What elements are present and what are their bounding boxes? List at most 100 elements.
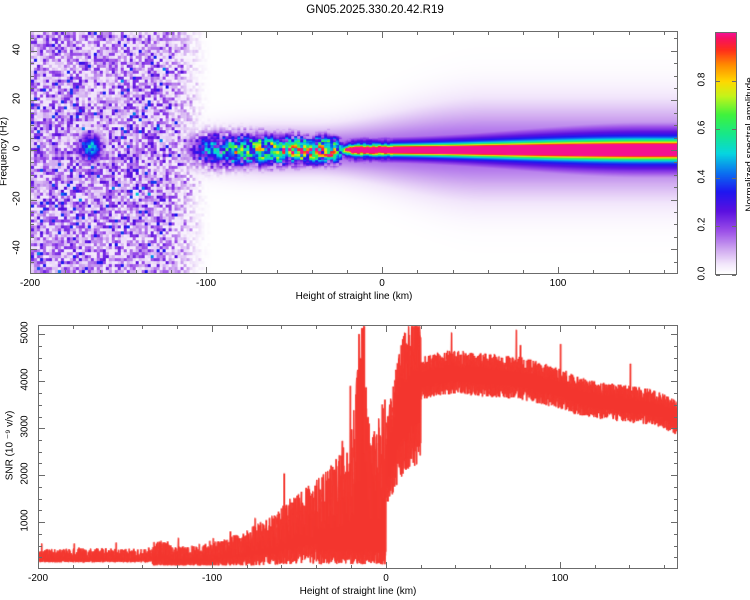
- tick-mark: [206, 267, 208, 273]
- tick-mark: [671, 249, 677, 251]
- tick-mark: [525, 564, 526, 568]
- tick-mark: [455, 326, 456, 330]
- tick-mark: [453, 32, 454, 36]
- tick-mark: [73, 564, 74, 568]
- tick-mark: [673, 224, 677, 225]
- tick-mark: [171, 269, 172, 273]
- tick-mark: [673, 63, 677, 64]
- tick-mark: [136, 269, 137, 273]
- tick-mark: [716, 178, 720, 180]
- tick-mark: [351, 326, 352, 330]
- tick-mark: [281, 326, 282, 330]
- tick-mark: [212, 326, 214, 332]
- tick-mark: [39, 475, 45, 477]
- tick-mark: [732, 275, 736, 277]
- tick-mark: [39, 510, 43, 511]
- tick-mark: [347, 269, 348, 273]
- tick-label: 100: [551, 573, 569, 584]
- tick-label: 0.6: [696, 120, 708, 135]
- tick-mark: [39, 334, 45, 336]
- tick-mark: [39, 452, 43, 453]
- tick-mark: [673, 358, 677, 359]
- tick-label: 0.4: [696, 169, 708, 184]
- tick-mark: [31, 113, 35, 114]
- tick-mark: [673, 138, 677, 139]
- tick-mark: [523, 269, 524, 273]
- tick-mark: [671, 381, 677, 383]
- tick-mark: [673, 534, 677, 535]
- tick-mark: [31, 249, 37, 251]
- tick-mark: [31, 38, 35, 39]
- tick-mark: [108, 326, 109, 330]
- tick-label: 3000: [19, 415, 31, 438]
- tick-mark: [386, 562, 388, 568]
- tick-mark: [629, 32, 630, 36]
- tick-mark: [31, 51, 37, 53]
- tick-mark: [629, 269, 630, 273]
- tick-mark: [312, 32, 313, 36]
- tick-label: -40: [11, 240, 23, 255]
- tick-mark: [453, 269, 454, 273]
- tick-mark: [31, 76, 35, 77]
- tick-mark: [31, 63, 35, 64]
- tick-mark: [732, 178, 736, 180]
- tick-mark: [673, 162, 677, 163]
- figure-title: GN05.2025.330.20.42.R19: [306, 4, 444, 16]
- colorbar-swatch: [715, 32, 737, 275]
- tick-mark: [560, 562, 562, 568]
- tick-mark: [673, 38, 677, 39]
- tick-label: -100: [201, 573, 222, 584]
- tick-mark: [671, 428, 677, 430]
- tick-label: 0: [11, 145, 23, 152]
- spectrogram-plot-area: [30, 31, 678, 274]
- tick-label: 20: [11, 92, 23, 105]
- tick-mark: [673, 113, 677, 114]
- tick-label: 0: [383, 573, 389, 584]
- tick-mark: [100, 32, 101, 36]
- tick-mark: [277, 32, 278, 36]
- tick-mark: [382, 267, 384, 273]
- tick-mark: [673, 88, 677, 89]
- tick-mark: [716, 226, 720, 228]
- tick-mark: [490, 326, 491, 330]
- tick-mark: [100, 269, 101, 273]
- tick-mark: [31, 138, 35, 139]
- tick-mark: [525, 326, 526, 330]
- tick-mark: [671, 200, 677, 202]
- tick-mark: [382, 32, 384, 38]
- snr-plot-area: [38, 325, 678, 569]
- tick-mark: [629, 326, 630, 330]
- tick-mark: [39, 534, 43, 535]
- tick-mark: [241, 269, 242, 273]
- tick-mark: [671, 475, 677, 477]
- tick-mark: [629, 564, 630, 568]
- tick-mark: [673, 499, 677, 500]
- tick-mark: [673, 212, 677, 213]
- tick-mark: [347, 32, 348, 36]
- tick-mark: [664, 269, 665, 273]
- tick-mark: [39, 358, 43, 359]
- tick-mark: [281, 564, 282, 568]
- tick-mark: [673, 237, 677, 238]
- tick-mark: [421, 564, 422, 568]
- tick-mark: [673, 510, 677, 511]
- tick-mark: [488, 32, 489, 36]
- tick-mark: [206, 32, 208, 38]
- tick-mark: [247, 564, 248, 568]
- tick-mark: [595, 326, 596, 330]
- tick-mark: [212, 562, 214, 568]
- tick-mark: [177, 564, 178, 568]
- tick-mark: [417, 32, 418, 36]
- tick-mark: [142, 326, 143, 330]
- tick-mark: [31, 262, 35, 263]
- spectrogram-image-clip: [31, 32, 677, 273]
- tick-mark: [30, 32, 32, 38]
- tick-mark: [671, 150, 677, 152]
- tick-mark: [595, 564, 596, 568]
- tick-mark: [673, 417, 677, 418]
- tick-mark: [73, 326, 74, 330]
- tick-mark: [664, 32, 665, 36]
- tick-mark: [108, 564, 109, 568]
- tick-mark: [177, 326, 178, 330]
- tick-mark: [673, 463, 677, 464]
